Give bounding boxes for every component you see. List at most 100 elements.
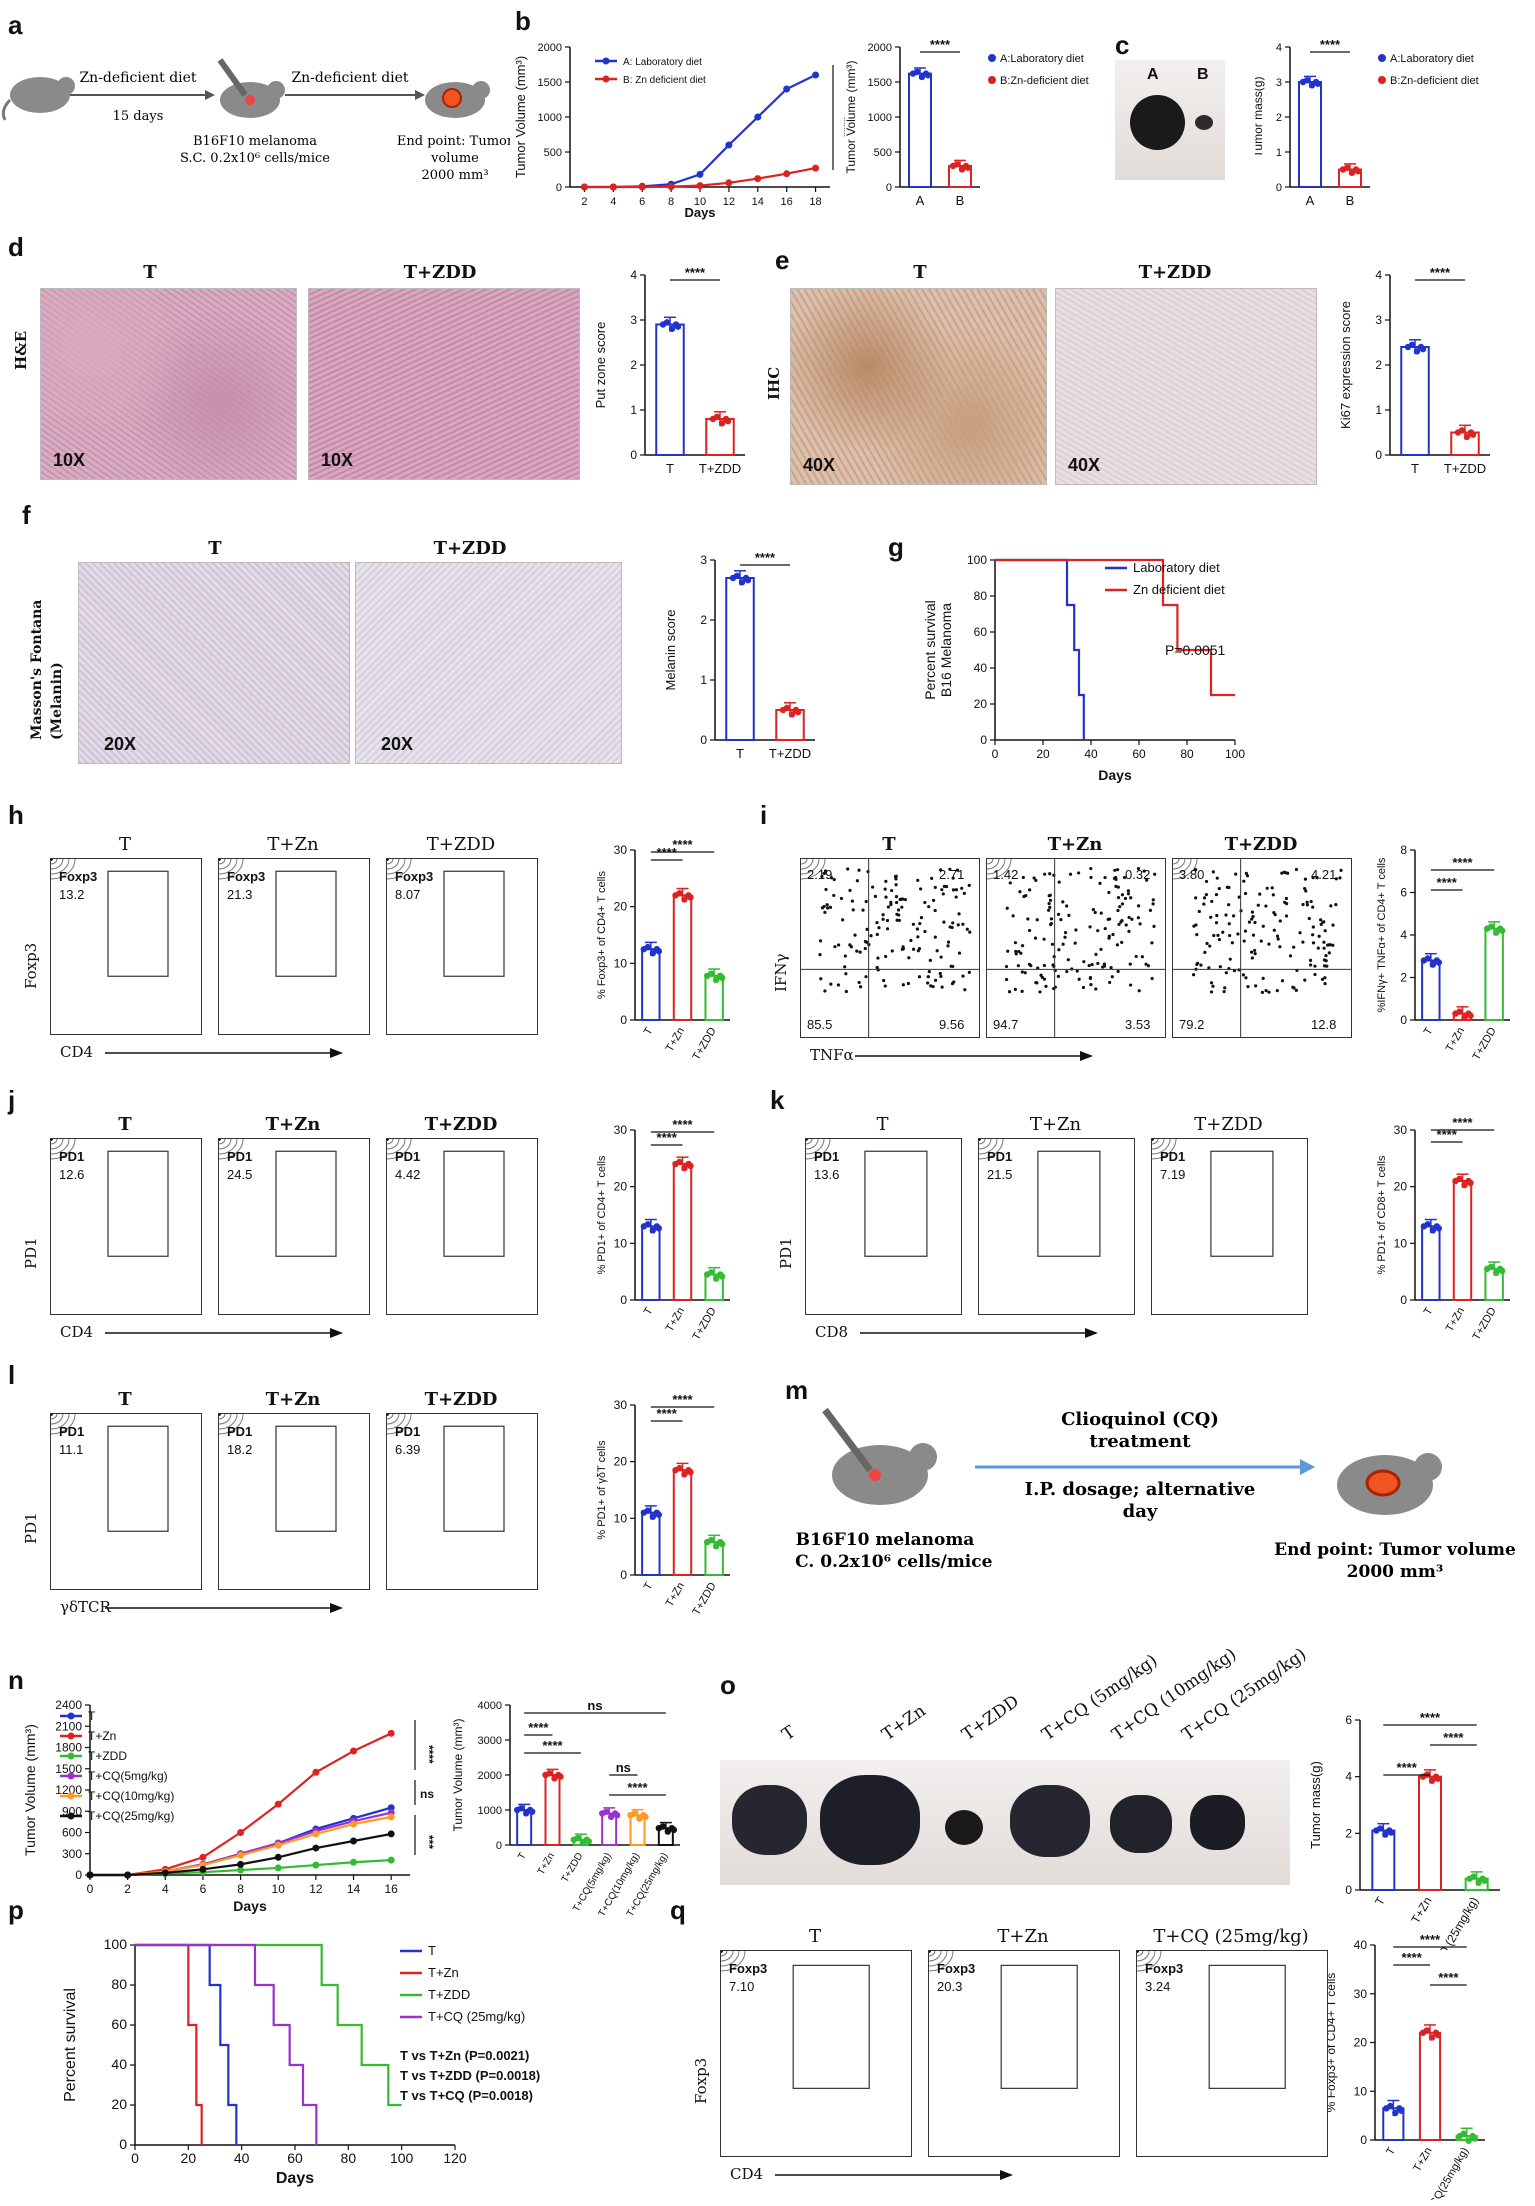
data-point — [312, 1861, 320, 1869]
x-tick-label: 60 — [287, 2150, 303, 2166]
event-dot — [915, 927, 919, 931]
bar — [1418, 1775, 1442, 1891]
y-tick-label: 0 — [700, 733, 707, 747]
event-dot — [1145, 878, 1149, 882]
event-dot — [1136, 866, 1141, 871]
data-point — [687, 894, 694, 901]
x-tick-label: T+Zn — [1444, 1026, 1467, 1055]
chart-p-survival: 0 20 40 60 80 100 Percent survival 0 20 40 60 80 100… — [62, 1936, 540, 2187]
event-dot — [1272, 928, 1276, 932]
data-point — [387, 1830, 395, 1838]
event-dot — [1215, 913, 1219, 918]
event-dot — [1127, 915, 1131, 920]
data-point — [528, 1808, 536, 1815]
gate-value: 20.3 — [937, 1979, 962, 1994]
event-dot — [946, 944, 950, 948]
significance-label: **** — [1452, 855, 1473, 870]
panel-label-j: j — [8, 1085, 16, 1115]
x-axis-arrow — [775, 2170, 1013, 2180]
event-dot — [1244, 976, 1248, 980]
data-point — [350, 1837, 358, 1845]
event-dot — [957, 951, 962, 955]
event-dot — [1304, 889, 1308, 893]
x-tick-label: T+ZDD — [690, 1305, 718, 1342]
y-axis-label: Foxp3 — [22, 943, 40, 990]
event-dot — [923, 900, 927, 905]
event-dot — [1042, 977, 1047, 981]
magnification-label: 20X — [381, 734, 414, 754]
p-value-label: P=0.0051 — [1165, 642, 1226, 658]
legend-label: A: Laboratory diet — [623, 57, 702, 68]
tumor-tzn — [820, 1775, 920, 1865]
data-point — [1428, 1777, 1436, 1784]
x-axis-label: TNFα — [810, 1046, 854, 1064]
event-dot — [1218, 965, 1222, 969]
flow-plot: Foxp3 20.3 — [928, 1950, 1120, 2157]
gate-value: 4.42 — [395, 1167, 420, 1182]
flow-title: T — [118, 1389, 132, 1410]
event-dot — [951, 888, 956, 892]
event-dot — [1259, 939, 1263, 943]
event-dot — [1319, 918, 1323, 922]
event-dot — [864, 899, 868, 904]
bar — [641, 948, 661, 1021]
y-tick-label: 80 — [974, 589, 988, 603]
event-dot — [1246, 984, 1250, 989]
data-point — [1487, 1263, 1495, 1270]
event-dot — [1321, 920, 1325, 924]
event-dot — [1096, 929, 1100, 933]
x-tick-label: 80 — [1180, 747, 1194, 761]
data-point — [712, 1543, 720, 1550]
event-dot — [823, 989, 827, 993]
event-dot — [832, 893, 836, 898]
y-tick-label: 3000 — [478, 1735, 502, 1747]
event-dot — [1271, 893, 1275, 897]
data-point — [274, 1853, 282, 1861]
event-dot — [1253, 920, 1257, 925]
endpoint-line2: volume — [430, 151, 479, 166]
event-dot — [1065, 969, 1069, 974]
bar — [641, 1511, 661, 1576]
event-dot — [1115, 943, 1119, 947]
flow-plot: PD1 13.6 — [805, 1138, 962, 1315]
event-dot — [919, 887, 923, 891]
chart-j-pd1-cd4: 0 10 20 30 % PD1+ of CD4+ T cells T T+Zn T+ZDD *… — [596, 1117, 730, 1342]
event-dot — [931, 984, 935, 989]
x-tick-label: B — [1346, 193, 1355, 208]
data-point — [696, 182, 704, 190]
event-dot — [1261, 976, 1265, 980]
schematic-a: Zn-deficient diet 15 days Zn-deficient d… — [1, 58, 510, 183]
event-dot — [1320, 977, 1325, 981]
p-value-label: T vs T+CQ (P=0.0018) — [400, 2088, 533, 2103]
event-dot — [1114, 884, 1118, 888]
event-dot — [939, 868, 943, 872]
y-tick-label: 40 — [974, 661, 988, 675]
event-dot — [1212, 933, 1216, 938]
data-point — [602, 1808, 610, 1816]
legend-marker — [1378, 76, 1386, 84]
event-dot — [1136, 916, 1140, 920]
significance-label: ns — [420, 1787, 434, 1801]
y-tick-label: 20 — [614, 1180, 628, 1194]
event-dot — [1063, 931, 1068, 935]
event-dot — [1199, 963, 1203, 967]
data-point — [783, 170, 791, 178]
event-dot — [219, 1414, 221, 1416]
event-dot — [1307, 916, 1311, 921]
event-dot — [1129, 896, 1133, 900]
flow-plot: PD1 7.19 — [1151, 1138, 1308, 1315]
significance-label: ns — [616, 1760, 631, 1775]
event-dot — [219, 859, 221, 861]
x-tick-label: T+ZDD — [699, 461, 741, 476]
legend-label: T+CQ (25mg/kg) — [428, 2009, 525, 2024]
x-tick-label: T — [1372, 1894, 1388, 1908]
x-axis-arrow — [105, 1603, 343, 1613]
event-dot — [1006, 949, 1010, 953]
x-tick-label: 0 — [131, 2150, 139, 2166]
event-dot — [1007, 990, 1012, 994]
event-dot — [823, 869, 828, 873]
data-point — [517, 1805, 525, 1812]
data-point — [953, 161, 961, 168]
y-tick-label: 0 — [620, 1568, 627, 1582]
